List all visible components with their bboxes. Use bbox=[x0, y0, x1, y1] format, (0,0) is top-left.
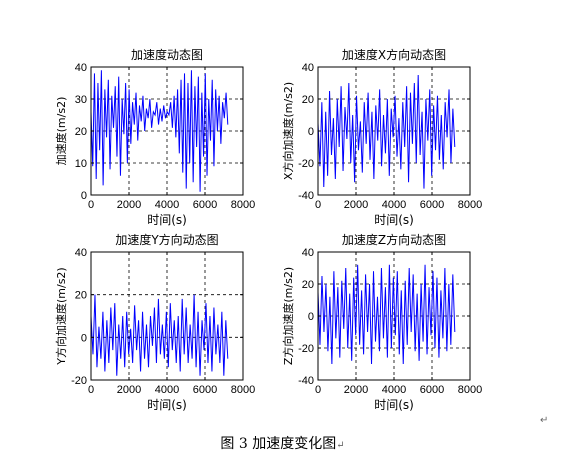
subplot-4: 0 2000 4000 6000 8000 -40 -20 0 20 40 加速度Z方向动态图时间(… bbox=[281, 232, 482, 412]
chart-title: 加速度动态图 bbox=[131, 47, 203, 62]
x-tick-label: 6000 bbox=[193, 384, 217, 396]
x-tick-label: 8000 bbox=[231, 199, 255, 211]
y-tick-label: -40 bbox=[298, 190, 314, 202]
x-tick-label: 4000 bbox=[155, 384, 179, 396]
y-tick-label: 10 bbox=[75, 158, 87, 170]
x-tick-label: 4000 bbox=[155, 199, 179, 211]
chart-title: 加速度Y方向动态图 bbox=[115, 232, 218, 247]
y-tick-label: 0 bbox=[308, 311, 314, 323]
y-tick-label: 20 bbox=[75, 290, 87, 302]
subplot-3: 0 2000 4000 6000 8000-2002040加速度Y方向动态图时间(s)Y… bbox=[54, 232, 255, 412]
page-return-mark: ↵ bbox=[540, 415, 549, 426]
x-tick-label: 6000 bbox=[420, 199, 444, 211]
y-tick-label: 40 bbox=[302, 62, 314, 74]
series-line bbox=[90, 294, 229, 376]
y-axis-label: X方向加速度(m/s2) bbox=[281, 82, 295, 180]
y-axis-label: Z方向加速度(m/s2) bbox=[281, 267, 295, 365]
caption-text: 图 3 加速度变化图 bbox=[220, 436, 337, 452]
x-tick-label: 6000 bbox=[420, 384, 444, 396]
y-tick-label: 40 bbox=[75, 247, 87, 259]
y-tick-label: 20 bbox=[75, 126, 87, 138]
x-tick-label: 2000 bbox=[117, 384, 141, 396]
x-tick-label: 0 bbox=[315, 199, 321, 211]
x-tick-label: 2000 bbox=[344, 384, 368, 396]
caption-return-mark: ↵ bbox=[336, 440, 345, 451]
x-tick-label: 4000 bbox=[382, 199, 406, 211]
y-axis-label: 加速度(m/s2) bbox=[54, 97, 68, 166]
x-tick-label: 2000 bbox=[117, 199, 141, 211]
x-axis-label: 时间(s) bbox=[374, 398, 414, 412]
y-tick-label: 0 bbox=[81, 190, 87, 202]
x-tick-label: 8000 bbox=[458, 384, 482, 396]
x-tick-label: 6000 bbox=[193, 199, 217, 211]
y-tick-label: -20 bbox=[71, 375, 87, 387]
y-tick-label: -20 bbox=[298, 343, 314, 355]
x-axis-label: 时间(s) bbox=[147, 213, 187, 227]
x-tick-label: 4000 bbox=[382, 384, 406, 396]
y-tick-label: 20 bbox=[302, 279, 314, 291]
y-tick-label: 30 bbox=[75, 94, 87, 106]
x-axis-label: 时间(s) bbox=[374, 213, 414, 227]
chart-title: 加速度X方向动态图 bbox=[342, 47, 446, 62]
chart-title: 加速度Z方向动态图 bbox=[342, 232, 446, 247]
series-line bbox=[90, 70, 229, 192]
x-tick-label: 0 bbox=[88, 199, 94, 211]
y-tick-label: -20 bbox=[298, 158, 314, 170]
y-axis-label: Y方向加速度(m/s2) bbox=[54, 267, 68, 365]
subplot-2: 0 2000 4000 6000 8000 -40 -20 0 20 40 加速度X方向动态图时间(… bbox=[281, 47, 482, 227]
x-tick-label: 0 bbox=[315, 384, 321, 396]
y-tick-label: -40 bbox=[298, 375, 314, 387]
y-tick-label: 20 bbox=[302, 94, 314, 106]
y-tick-label: 40 bbox=[75, 62, 87, 74]
x-tick-label: 8000 bbox=[231, 384, 255, 396]
y-tick-label: 0 bbox=[308, 126, 314, 138]
figure-caption: 图 3 加速度变化图↵ bbox=[0, 433, 565, 453]
x-tick-label: 8000 bbox=[458, 199, 482, 211]
y-tick-label: 40 bbox=[302, 247, 314, 259]
series-line bbox=[317, 264, 456, 365]
x-axis-label: 时间(s) bbox=[147, 398, 187, 412]
x-tick-label: 0 bbox=[88, 384, 94, 396]
x-tick-label: 2000 bbox=[344, 199, 368, 211]
series-line bbox=[317, 74, 456, 189]
y-tick-label: 0 bbox=[81, 332, 87, 344]
